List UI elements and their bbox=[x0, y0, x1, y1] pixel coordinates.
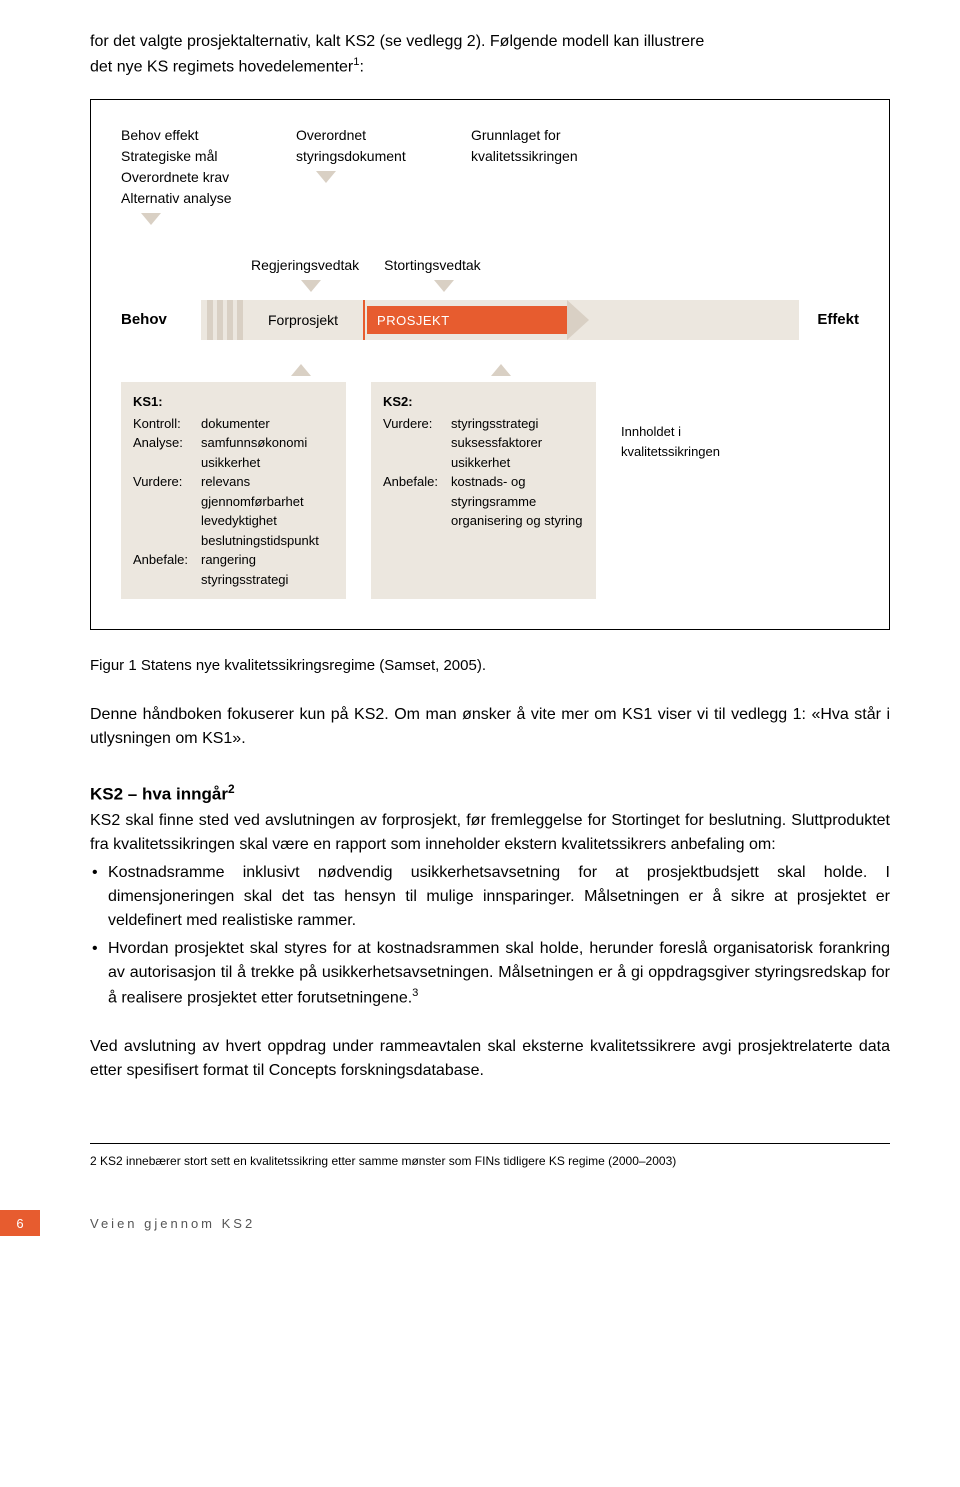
ks-cell: samfunnsøkonomi bbox=[201, 433, 334, 453]
list-item: Kostnadsramme inklusivt nødvendig usikke… bbox=[90, 861, 890, 933]
col3-line: kvalitetssikringen bbox=[471, 146, 641, 167]
ks-cell bbox=[383, 453, 445, 473]
footer-title: Veien gjennom KS2 bbox=[90, 1214, 255, 1234]
ks-cell: Vurdere: bbox=[133, 472, 195, 492]
regjeringsvedtak-label: Regjeringsvedtak bbox=[251, 257, 359, 273]
ks2-box: KS2: Vurdere: styringsstrategi suksessfak… bbox=[371, 382, 596, 599]
ks-cell: suksessfaktorer bbox=[451, 433, 584, 453]
ks-cell: kostnads- og bbox=[451, 472, 584, 492]
ks-cell bbox=[383, 492, 445, 512]
ks1-title: KS1: bbox=[133, 392, 334, 412]
footnote-separator bbox=[90, 1143, 890, 1144]
col2-line: Overordnet bbox=[296, 125, 436, 146]
ks-cell: Kontroll: bbox=[133, 414, 195, 434]
intro-line2a: det nye KS regimets hovedelementer bbox=[90, 58, 353, 75]
ks3-line: Innholdet i bbox=[621, 422, 771, 442]
heading-text: KS2 – hva inngår bbox=[90, 784, 228, 803]
ks-cell: dokumenter bbox=[201, 414, 334, 434]
ks-cell: usikkerhet bbox=[451, 453, 584, 473]
vedtak-row: Regjeringsvedtak Stortingsvedtak bbox=[251, 255, 859, 292]
body-paragraph: Denne håndboken fokuserer kun på KS2. Om… bbox=[90, 703, 890, 751]
prosjekt-label: PROSJEKT bbox=[377, 311, 450, 331]
diagram-col1: Behov effekt Strategiske mål Overordnete… bbox=[121, 125, 261, 225]
ks-boxes-row: KS1: Kontroll: dokumenter Analyse: samfunn… bbox=[121, 382, 859, 599]
heading-sup: 2 bbox=[228, 782, 235, 796]
timeline-stripes bbox=[207, 300, 243, 340]
section-heading: KS2 – hva inngår2 bbox=[90, 781, 890, 807]
page-footer: 6 Veien gjennom KS2 bbox=[0, 1210, 890, 1236]
col1-line: Overordnete krav bbox=[121, 167, 261, 188]
list-item: Hvordan prosjektet skal styres for at ko… bbox=[90, 937, 890, 1010]
ks-cell bbox=[383, 433, 445, 453]
stortingsvedtak-label: Stortingsvedtak bbox=[384, 257, 481, 273]
bullet-list: Kostnadsramme inklusivt nødvendig usikke… bbox=[90, 861, 890, 1010]
ks2-title: KS2: bbox=[383, 392, 584, 412]
ks-cell: Anbefale: bbox=[133, 550, 195, 570]
ks-cell: styringsramme bbox=[451, 492, 584, 512]
list-item-text: Hvordan prosjektet skal styres for at ko… bbox=[108, 940, 890, 1006]
ks2-grid: Vurdere: styringsstrategi suksessfaktorer… bbox=[383, 414, 584, 531]
ks1-grid: Kontroll: dokumenter Analyse: samfunnsøkon… bbox=[133, 414, 334, 590]
list-item-sup: 3 bbox=[412, 987, 418, 999]
ks-cell: relevans bbox=[201, 472, 334, 492]
ks2-section: KS2 – hva inngår2 KS2 skal finne sted ve… bbox=[90, 781, 890, 1083]
ks-cell: rangering bbox=[201, 550, 334, 570]
ks-cell: usikkerhet bbox=[201, 453, 334, 473]
ks-cell: Anbefale: bbox=[383, 472, 445, 492]
col2-line: styringsdokument bbox=[296, 146, 436, 167]
ks3-text: Innholdet i kvalitetssikringen bbox=[621, 382, 771, 599]
arrow-down-icon bbox=[141, 213, 161, 225]
ks-cell bbox=[133, 570, 195, 590]
ks-cell: beslutningstidspunkt bbox=[201, 531, 334, 551]
diagram-container: Behov effekt Strategiske mål Overordnete… bbox=[90, 99, 890, 630]
arrow-right-icon bbox=[567, 300, 589, 340]
arrow-down-icon bbox=[434, 280, 454, 292]
forprosjekt-label: Forprosjekt bbox=[268, 310, 338, 331]
footnote-text: 2 KS2 innebærer stort sett en kvalitetss… bbox=[90, 1152, 890, 1170]
col3-line: Grunnlaget for bbox=[471, 125, 641, 146]
effekt-label: Effekt bbox=[817, 309, 859, 332]
ks-cell: styringsstrategi bbox=[201, 570, 334, 590]
intro-line1: for det valgte prosjektalternativ, kalt … bbox=[90, 33, 704, 50]
prosjekt-bar: PROSJEKT bbox=[367, 306, 567, 334]
arrow-down-icon bbox=[301, 280, 321, 292]
diagram-col2: Overordnet styringsdokument bbox=[296, 125, 436, 225]
divider-line bbox=[363, 300, 365, 340]
ks1-box: KS1: Kontroll: dokumenter Analyse: samfunn… bbox=[121, 382, 346, 599]
arrow-down-icon bbox=[316, 171, 336, 183]
section-p1: KS2 skal finne sted ved avslutningen av … bbox=[90, 809, 890, 857]
intro-line2b: : bbox=[360, 58, 364, 75]
diagram-col3: Grunnlaget for kvalitetssikringen bbox=[471, 125, 641, 225]
ks-cell bbox=[383, 511, 445, 531]
col1-line: Behov effekt bbox=[121, 125, 261, 146]
arrow-up-icon bbox=[291, 364, 311, 376]
ks-cell: levedyktighet bbox=[201, 511, 334, 531]
ks-cell: Vurdere: bbox=[383, 414, 445, 434]
timeline-bar: Forprosjekt PROSJEKT bbox=[201, 300, 799, 340]
ks-cell: organisering og styring bbox=[451, 511, 584, 531]
intro-paragraph: for det valgte prosjektalternativ, kalt … bbox=[90, 30, 890, 79]
col1-line: Strategiske mål bbox=[121, 146, 261, 167]
ks-cell: Analyse: bbox=[133, 433, 195, 453]
arrow-up-icon bbox=[491, 364, 511, 376]
timeline-row: Behov Forprosjekt PROSJEKT Effekt bbox=[121, 300, 859, 340]
ks-cell bbox=[133, 453, 195, 473]
up-arrows bbox=[291, 364, 859, 376]
col1-line: Alternativ analyse bbox=[121, 188, 261, 209]
ks-cell bbox=[133, 492, 195, 512]
ks-cell: gjennomførbarhet bbox=[201, 492, 334, 512]
ks-cell bbox=[133, 531, 195, 551]
page-number: 6 bbox=[0, 1210, 40, 1236]
ks-cell bbox=[133, 511, 195, 531]
behov-label: Behov bbox=[121, 309, 201, 332]
diagram-top-row: Behov effekt Strategiske mål Overordnete… bbox=[121, 125, 859, 225]
figure-caption: Figur 1 Statens nye kvalitetssikringsreg… bbox=[90, 655, 890, 678]
section-p2: Ved avslutning av hvert oppdrag under ra… bbox=[90, 1035, 890, 1083]
ks3-line: kvalitetssikringen bbox=[621, 442, 771, 462]
ks-cell: styringsstrategi bbox=[451, 414, 584, 434]
